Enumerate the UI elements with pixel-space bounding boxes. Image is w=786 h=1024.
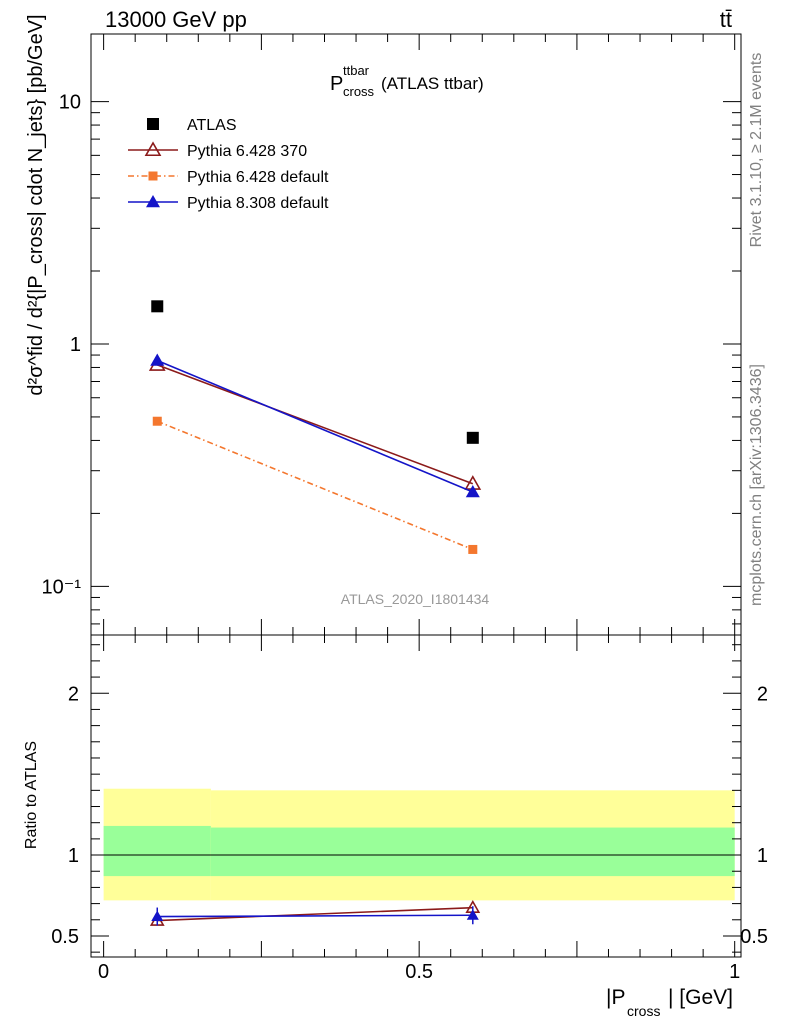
data-point xyxy=(150,353,165,366)
data-point xyxy=(151,910,164,922)
ratio-frame xyxy=(90,634,742,958)
energy-label: 13000 GeV pp xyxy=(105,7,247,32)
x-tick-label: 1 xyxy=(729,961,740,983)
y-tick-label: 1 xyxy=(68,845,79,867)
ratio-line xyxy=(157,906,473,922)
series-2 xyxy=(152,416,478,554)
main-series xyxy=(148,300,482,554)
data-point xyxy=(148,171,158,181)
legend-label: Pythia 6.428 370 xyxy=(187,143,307,160)
ratio-series xyxy=(149,900,481,926)
main-ylabel-text: d²σ^fid / d²{|P_cross| cdot N_jets} [pb/… xyxy=(25,14,47,395)
ratio-series-0 xyxy=(149,900,481,926)
title-sub: cross xyxy=(343,84,375,99)
y-tick-label: 0.5 xyxy=(51,926,79,948)
title-sup: ttbar xyxy=(343,63,370,78)
x-tick-label: 0 xyxy=(98,961,109,983)
legend-label: Pythia 8.308 default xyxy=(187,195,329,212)
watermark: ATLAS_2020_I1801434 xyxy=(341,591,490,607)
xlabel-post: | [GeV] xyxy=(668,986,733,1009)
ratio-ylabel: Ratio to ATLAS xyxy=(23,741,40,849)
xlabel-pre: |P xyxy=(606,986,625,1009)
x-tick-label: 0.5 xyxy=(405,961,433,983)
x-axis-label: |P cross | [GeV] xyxy=(606,986,733,1019)
legend-label: ATLAS xyxy=(187,117,237,134)
series-line xyxy=(156,420,474,551)
data-point xyxy=(152,416,162,426)
y-tick-label: 10 xyxy=(59,92,81,114)
ratio-panel: 0.5 0.51 12 20 0.5 1 xyxy=(51,634,768,983)
title-main: P xyxy=(330,73,343,95)
xlabel-sub: cross xyxy=(627,1003,660,1019)
data-point xyxy=(144,141,162,157)
legend-label: Pythia 6.428 default xyxy=(187,169,329,186)
uncertainty-band-inner xyxy=(103,825,211,877)
main-ticks: 10⁻¹ 1 10 xyxy=(42,34,741,635)
title-rest: (ATLAS ttbar) xyxy=(381,74,484,93)
ratio-ticks: 0.5 0.51 12 20 0.5 1 xyxy=(51,635,768,983)
series-3 xyxy=(150,353,480,498)
data-point xyxy=(147,118,159,130)
series-0 xyxy=(151,300,479,444)
y-tick-label-right: 1 xyxy=(757,845,768,867)
y-tick-label: 2 xyxy=(68,683,79,705)
data-point xyxy=(468,544,478,554)
rivet-label: Rivet 3.1.10, ≥ 2.1M events xyxy=(748,53,765,248)
data-point xyxy=(466,909,479,920)
process-label: tt̄ xyxy=(720,7,732,32)
ratio-line xyxy=(157,914,473,918)
main-ylabel: d²σ^fid / d²{|P_cross| cdot N_jets} [pb/… xyxy=(25,14,47,395)
data-point xyxy=(146,195,160,208)
y-tick-label-right: 2 xyxy=(757,683,768,705)
main-panel: 10⁻¹ 1 10 P ttbar cross (ATLAS ttbar) ATLA… xyxy=(42,33,742,636)
series-line xyxy=(156,359,474,493)
y-tick-label: 1 xyxy=(70,334,81,356)
ratio-bands xyxy=(91,788,741,901)
y-tick-label-right: 0.5 xyxy=(740,926,768,948)
main-title: P ttbar cross (ATLAS ttbar) xyxy=(330,63,484,99)
legend: ATLAS Pythia 6.428 370 Pythia 6.428 defaul… xyxy=(128,117,329,212)
uncertainty-band-inner xyxy=(210,827,735,877)
series-line xyxy=(156,364,474,485)
y-tick-label: 10⁻¹ xyxy=(42,576,82,598)
data-point xyxy=(151,300,164,313)
data-point xyxy=(466,431,479,444)
mcplots-label: mcplots.cern.ch [arXiv:1306.3436] xyxy=(748,364,765,606)
ratio-series-1 xyxy=(151,906,479,926)
data-point xyxy=(465,485,480,498)
